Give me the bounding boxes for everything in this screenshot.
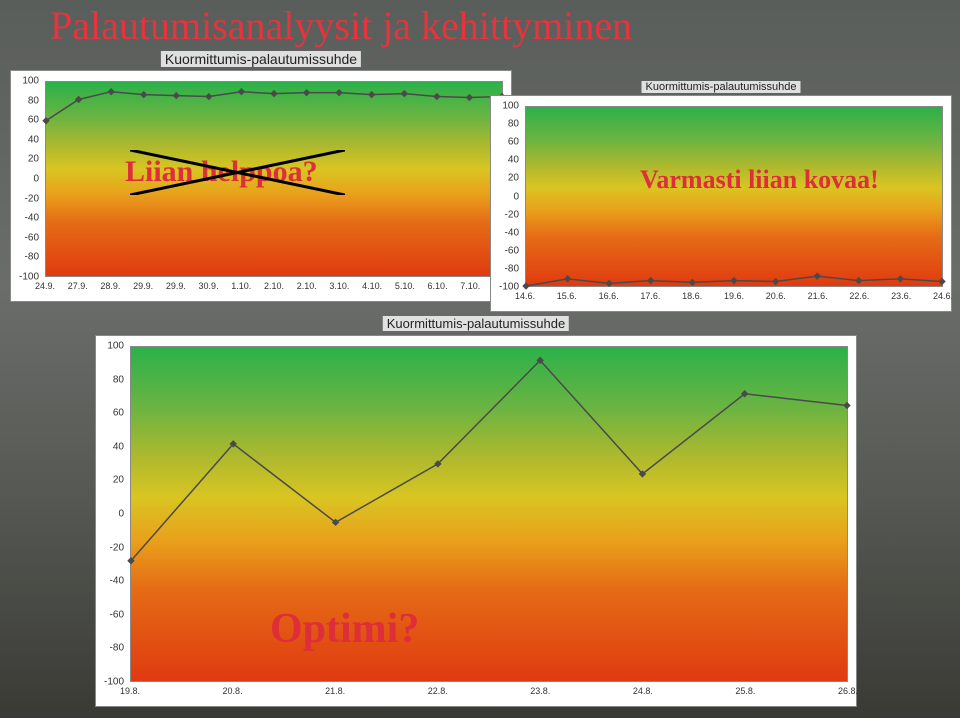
- x-tick-label: 5.10.: [395, 281, 415, 291]
- x-tick-label: 4.10.: [362, 281, 382, 291]
- y-tick-label: 80: [28, 95, 39, 106]
- x-tick-label: 24.8.: [633, 686, 653, 696]
- chart-bottom: Kuormittumis-palautumissuhde 10080604020…: [95, 335, 857, 707]
- x-tick-label: 1.10.: [231, 281, 251, 291]
- chart3-line: [131, 347, 847, 681]
- x-tick-label: 3.10.: [329, 281, 349, 291]
- x-tick-label: 18.6.: [682, 291, 702, 301]
- y-tick-label: 60: [508, 137, 519, 148]
- x-tick-label: 27.9.: [68, 281, 88, 291]
- y-tick-label: 20: [508, 173, 519, 184]
- y-tick-label: -20: [505, 209, 519, 220]
- chart1-plot-area: [45, 81, 503, 277]
- x-tick-label: 15.6.: [557, 291, 577, 301]
- chart3-plot-area: [130, 346, 848, 682]
- x-tick-label: 26.8.: [838, 686, 858, 696]
- x-tick-label: 7.10.: [460, 281, 480, 291]
- y-tick-label: 60: [113, 408, 124, 419]
- y-tick-label: 0: [513, 191, 519, 202]
- x-tick-label: 24.9.: [35, 281, 55, 291]
- chart2-title: Kuormittumis-palautumissuhde: [641, 81, 800, 93]
- x-tick-label: 16.6.: [599, 291, 619, 301]
- y-tick-label: -20: [25, 193, 39, 204]
- y-tick-label: 60: [28, 115, 39, 126]
- x-tick-label: 2.10.: [297, 281, 317, 291]
- x-tick-label: 23.6.: [891, 291, 911, 301]
- y-tick-label: 40: [28, 134, 39, 145]
- chart1-title: Kuormittumis-palautumissuhde: [161, 51, 361, 67]
- y-tick-label: 100: [107, 341, 124, 352]
- y-tick-label: -60: [110, 609, 124, 620]
- x-tick-label: 20.8.: [223, 686, 243, 696]
- y-tick-label: 80: [508, 119, 519, 130]
- chart3-y-axis: 100806040200-20-40-60-80-100: [96, 346, 126, 682]
- y-tick-label: -80: [505, 263, 519, 274]
- x-tick-label: 30.9.: [199, 281, 219, 291]
- chart3-x-axis: 19.8.20.8.21.8.22.8.23.8.24.8.25.8.26.8.: [130, 686, 848, 700]
- y-tick-label: 20: [28, 154, 39, 165]
- y-tick-label: 0: [118, 509, 124, 520]
- y-tick-label: 40: [508, 155, 519, 166]
- y-tick-label: -40: [110, 576, 124, 587]
- y-tick-label: -40: [25, 213, 39, 224]
- chart3-title: Kuormittumis-palautumissuhde: [383, 316, 569, 331]
- y-tick-label: 100: [502, 101, 519, 112]
- x-tick-label: 6.10.: [428, 281, 448, 291]
- x-tick-label: 14.6.: [515, 291, 535, 301]
- chart2-y-axis: 100806040200-20-40-60-80-100: [491, 106, 521, 287]
- y-tick-label: -60: [505, 245, 519, 256]
- chart1-y-axis: 100806040200-20-40-60-80-100: [11, 81, 41, 277]
- x-tick-label: 25.8.: [735, 686, 755, 696]
- y-tick-label: 0: [33, 174, 39, 185]
- x-tick-label: 19.8.: [120, 686, 140, 696]
- chart2-plot-area: [525, 106, 943, 287]
- chart2-x-axis: 14.6.15.6.16.6.17.6.18.6.19.6.20.6.21.6.…: [525, 291, 943, 305]
- x-tick-label: 20.6.: [766, 291, 786, 301]
- y-tick-label: -80: [25, 252, 39, 263]
- x-tick-label: 24.6.: [933, 291, 953, 301]
- y-tick-label: -40: [505, 227, 519, 238]
- y-tick-label: -80: [110, 643, 124, 654]
- chart2-line: [526, 107, 942, 286]
- x-tick-label: 28.9.: [100, 281, 120, 291]
- x-tick-label: 29.9.: [133, 281, 153, 291]
- x-tick-label: 2.10.: [264, 281, 284, 291]
- x-tick-label: 21.8.: [325, 686, 345, 696]
- y-tick-label: 20: [113, 475, 124, 486]
- y-tick-label: -60: [25, 232, 39, 243]
- chart-top-right: Kuormittumis-palautumissuhde 10080604020…: [490, 95, 952, 312]
- x-tick-label: 17.6.: [640, 291, 660, 301]
- x-tick-label: 19.6.: [724, 291, 744, 301]
- x-tick-label: 23.8.: [530, 686, 550, 696]
- x-tick-label: 29.9.: [166, 281, 186, 291]
- x-tick-label: 22.6.: [849, 291, 869, 301]
- y-tick-label: -20: [110, 542, 124, 553]
- y-tick-label: 80: [113, 374, 124, 385]
- chart-top-left: Kuormittumis-palautumissuhde 10080604020…: [10, 70, 512, 302]
- chart1-x-axis: 24.9.27.9.28.9.29.9.29.9.30.9.1.10.2.10.…: [45, 281, 503, 295]
- page-title: Palautumisanalyysit ja kehittyminen: [50, 2, 632, 49]
- y-tick-label: 40: [113, 441, 124, 452]
- y-tick-label: 100: [22, 76, 39, 87]
- x-tick-label: 22.8.: [428, 686, 448, 696]
- chart1-line: [46, 82, 502, 276]
- x-tick-label: 21.6.: [808, 291, 828, 301]
